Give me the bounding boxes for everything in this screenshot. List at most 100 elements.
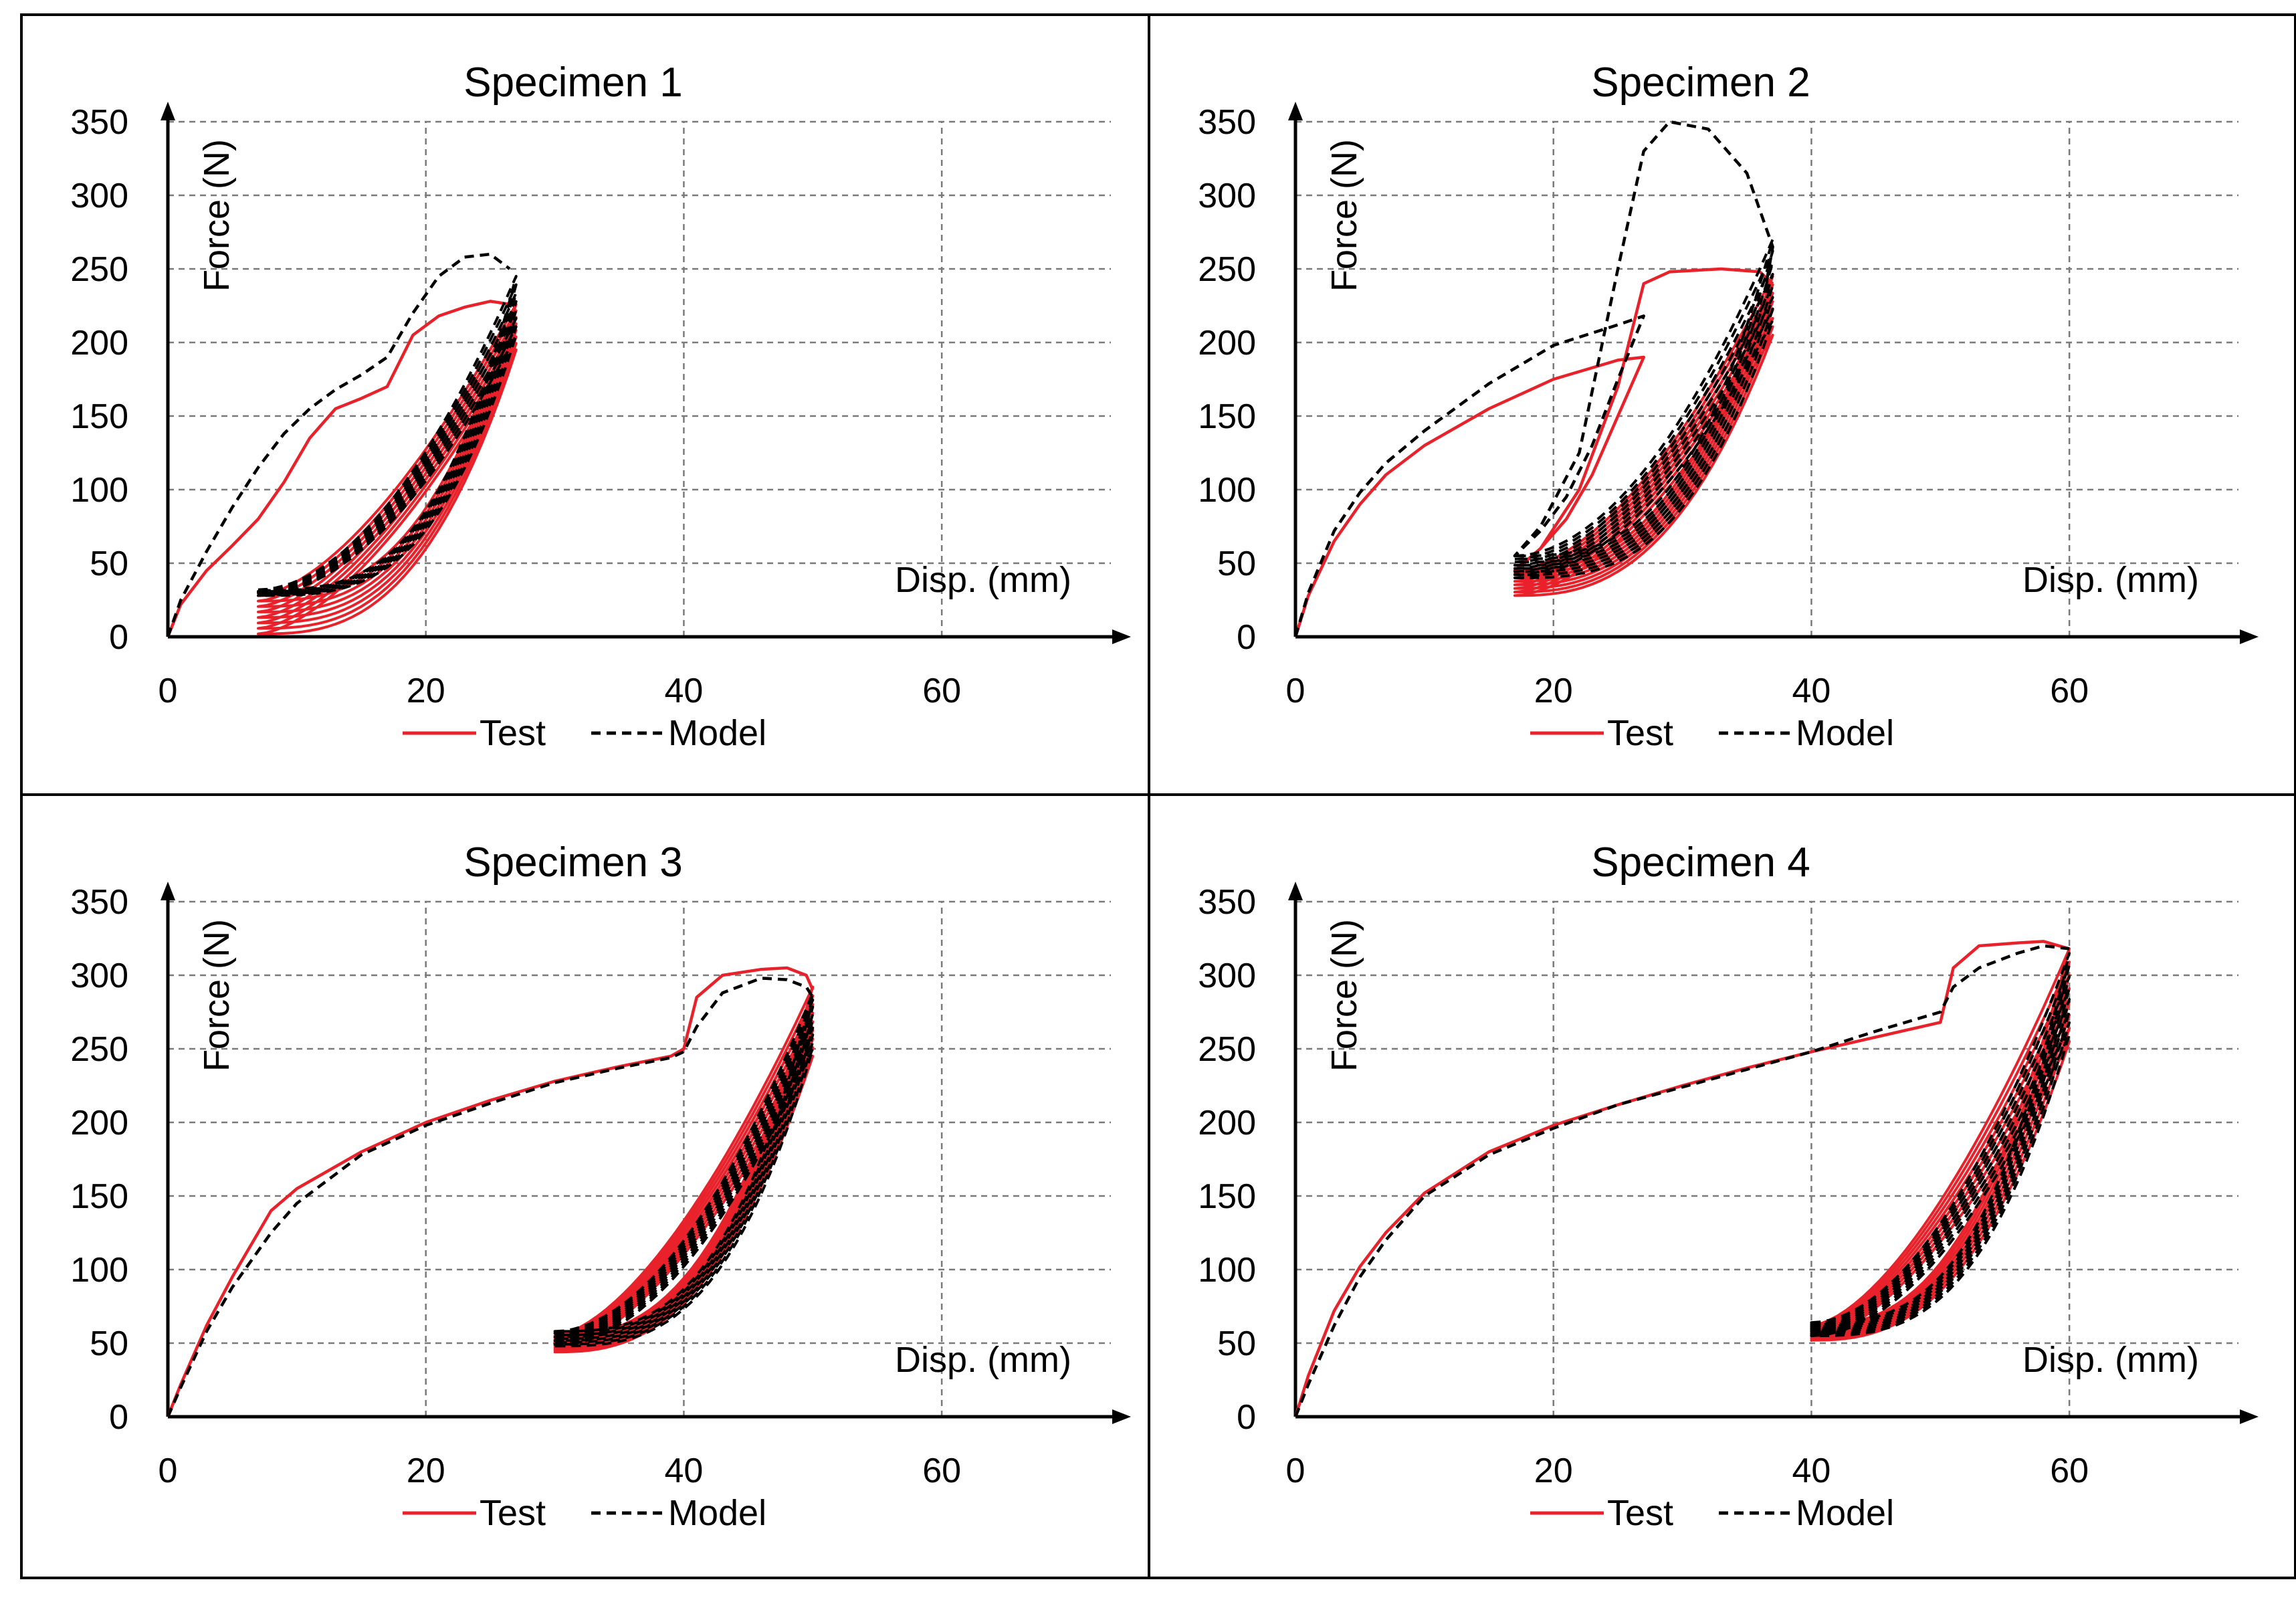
chart-title: Specimen 2 (1591, 60, 1810, 106)
model-cycle-loop (257, 275, 518, 591)
y-tick-label: 150 (70, 1177, 128, 1216)
y-tick-label: 100 (1198, 471, 1256, 510)
model-cycle-loop (553, 991, 815, 1333)
y-tick-label: 300 (70, 957, 128, 995)
legend: Test Model (403, 713, 766, 753)
legend-label-test: Test (1607, 713, 1673, 753)
model-cycle-loop (553, 1033, 815, 1344)
y-tick-label: 300 (70, 177, 128, 215)
y-axis-label: Force (N) (1324, 919, 1364, 1072)
x-axis-label: Disp. (mm) (895, 560, 1071, 600)
chart-title: Specimen 4 (1591, 839, 1810, 886)
x-axis-arrow-icon (1112, 1409, 1131, 1424)
series-model (166, 252, 518, 637)
y-tick-label: 300 (1198, 957, 1256, 995)
x-axis-arrow-icon (1112, 629, 1131, 644)
model-cycle-loop (1810, 963, 2071, 1326)
test-line (1293, 267, 1774, 637)
model-cycle-loop (1810, 975, 2071, 1328)
series-model (1293, 944, 2071, 1417)
y-tick-label: 100 (70, 471, 128, 510)
y-tick-label: 250 (70, 1030, 128, 1069)
y-tick-label: 350 (70, 103, 128, 142)
x-axis-label: Disp. (mm) (895, 1340, 1071, 1380)
chart-panel-3: 0 50 100 150 200 250 300 350 0 20 40 60 Specimen 3 Fo… (70, 839, 1131, 1533)
legend-label-test: Test (480, 713, 546, 753)
model-line (1293, 120, 1774, 637)
y-tick-label: 150 (1198, 1177, 1256, 1216)
model-cycle-loop (1513, 272, 1774, 567)
y-tick-label: 0 (1237, 618, 1256, 657)
y-tick-label: 100 (70, 1251, 128, 1290)
y-tick-label: 300 (1198, 177, 1256, 215)
y-tick-label: 100 (1198, 1251, 1256, 1290)
x-tick-label: 40 (1792, 672, 1831, 710)
x-tick-label: 0 (1286, 672, 1306, 710)
chart-title: Specimen 1 (463, 60, 682, 106)
model-cycle-loop (553, 1040, 815, 1346)
panel-frame (20, 13, 2296, 1579)
chart-panel-2: 0 50 100 150 200 250 300 350 0 20 40 60 Specimen 2 Fo… (1198, 60, 2259, 753)
model-cycle-loop (1810, 986, 2071, 1330)
y-tick-label: 0 (1237, 1398, 1256, 1437)
legend: Test Model (1530, 713, 1894, 753)
y-axis-arrow-icon (161, 882, 175, 900)
model-line (166, 252, 511, 637)
x-tick-label: 20 (1534, 672, 1573, 710)
x-axis-arrow-icon (2240, 629, 2259, 644)
y-tick-label: 0 (109, 618, 128, 657)
series-model (166, 977, 815, 1417)
y-axis-label: Force (N) (197, 919, 237, 1072)
legend-label-model: Model (668, 1493, 766, 1533)
x-tick-label: 60 (2050, 1451, 2089, 1490)
model-cycle-loop (553, 1019, 815, 1340)
x-tick-label: 60 (922, 672, 961, 710)
chart-panel-4: 0 50 100 150 200 250 300 350 0 20 40 60 Specimen 4 Fo… (1198, 839, 2259, 1533)
legend: Test Model (1530, 1493, 1894, 1533)
y-tick-label: 350 (70, 883, 128, 922)
y-tick-label: 50 (90, 1324, 128, 1363)
model-cycle-loop (553, 998, 815, 1335)
y-tick-label: 50 (1217, 1324, 1256, 1363)
model-cycle-loop (1810, 998, 2071, 1332)
model-cycle-loop (553, 1012, 815, 1338)
model-cycle-loop (553, 1047, 815, 1348)
y-tick-label: 200 (70, 324, 128, 363)
model-cycle-loop (553, 1005, 815, 1336)
y-tick-label: 250 (1198, 250, 1256, 289)
test-cycle-loop (257, 335, 518, 625)
y-tick-label: 50 (1217, 544, 1256, 583)
legend-label-model: Model (1796, 713, 1894, 753)
model-cycle-loop (1810, 1009, 2071, 1334)
x-tick-label: 20 (1534, 1451, 1573, 1490)
legend-label-test: Test (480, 1493, 546, 1533)
x-tick-label: 40 (1792, 1451, 1831, 1490)
model-cycle-loop (1810, 1021, 2071, 1336)
outer-frame (20, 13, 2296, 1579)
y-tick-label: 350 (1198, 103, 1256, 142)
y-tick-label: 200 (70, 1104, 128, 1142)
y-tick-label: 350 (1198, 883, 1256, 922)
x-tick-label: 20 (407, 672, 445, 710)
y-tick-label: 250 (1198, 1030, 1256, 1069)
x-tick-label: 0 (159, 672, 178, 710)
chart-panel-1: 0 50 100 150 200 250 300 350 0 20 40 60 Specimen 1 Fo… (70, 60, 1131, 753)
x-tick-label: 60 (922, 1451, 961, 1490)
legend: Test Model (403, 1493, 766, 1533)
y-tick-label: 200 (1198, 1104, 1256, 1142)
test-line (166, 300, 510, 637)
x-tick-label: 40 (665, 672, 704, 710)
model-cycle-loop (1513, 261, 1774, 564)
test-cycle-loop (257, 342, 518, 630)
y-axis-arrow-icon (1288, 882, 1303, 900)
legend-label-model: Model (1796, 1493, 1894, 1533)
test-cycle-loop (553, 1003, 815, 1341)
legend-label-model: Model (668, 713, 766, 753)
model-cycle-loop (1513, 238, 1774, 557)
x-axis-arrow-icon (2240, 1409, 2259, 1424)
model-cycle-loop (553, 1026, 815, 1342)
x-tick-label: 60 (2050, 672, 2089, 710)
model-cycle-loop (1513, 307, 1774, 577)
y-tick-label: 200 (1198, 324, 1256, 363)
